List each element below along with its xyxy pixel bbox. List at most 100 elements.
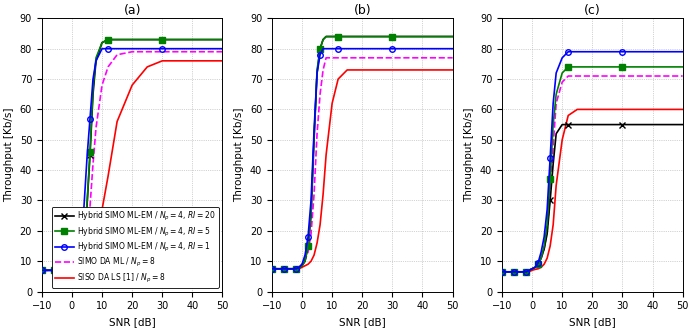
- SISO DA LS [1] / $N_p = 8$: [55, 268, 64, 272]
- Hybrid SIMO ML-EM / $N_p = 4$, $RI = 5$: [62, 268, 70, 272]
- SIMO DA ML / $N_p = 8$: [128, 50, 137, 54]
- SISO DA LS [1] / $N_p = 8$: [71, 267, 79, 271]
- SISO DA LS [1] / $N_p = 8$: [188, 59, 197, 63]
- Hybrid SIMO ML-EM / $N_p = 4$, $RI = 1$: [59, 268, 67, 272]
- Hybrid SIMO ML-EM / $N_p = 4$, $RI = 1$: [55, 268, 64, 272]
- SIMO DA ML / $N_p = 8$: [50, 268, 58, 272]
- Hybrid SIMO ML-EM / $N_p = 4$, $RI = 20$: [143, 38, 151, 42]
- SISO DA LS [1] / $N_p = 8$: [44, 268, 52, 272]
- Hybrid SIMO ML-EM / $N_p = 4$, $RI = 5$: [64, 268, 73, 272]
- Hybrid SIMO ML-EM / $N_p = 4$, $RI = 1$: [37, 268, 46, 272]
- SISO DA LS [1] / $N_p = 8$: [92, 235, 100, 239]
- Title: (a): (a): [123, 4, 141, 17]
- SISO DA LS [1] / $N_p = 8$: [46, 268, 55, 272]
- SISO DA LS [1] / $N_p = 8$: [53, 268, 61, 272]
- SIMO DA ML / $N_p = 8$: [59, 268, 67, 272]
- Hybrid SIMO ML-EM / $N_p = 4$, $RI = 5$: [50, 268, 58, 272]
- SIMO DA ML / $N_p = 8$: [104, 65, 112, 69]
- Hybrid SIMO ML-EM / $N_p = 4$, $RI = 20$: [46, 268, 55, 272]
- Hybrid SIMO ML-EM / $N_p = 4$, $RI = 20$: [62, 268, 70, 272]
- Hybrid SIMO ML-EM / $N_p = 4$, $RI = 5$: [59, 268, 67, 272]
- Hybrid SIMO ML-EM / $N_p = 4$, $RI = 5$: [53, 268, 61, 272]
- Hybrid SIMO ML-EM / $N_p = 4$, $RI = 1$: [50, 268, 58, 272]
- Hybrid SIMO ML-EM / $N_p = 4$, $RI = 5$: [80, 241, 88, 245]
- SISO DA LS [1] / $N_p = 8$: [77, 265, 85, 269]
- Hybrid SIMO ML-EM / $N_p = 4$, $RI = 5$: [37, 268, 46, 272]
- SIMO DA ML / $N_p = 8$: [92, 126, 100, 130]
- Hybrid SIMO ML-EM / $N_p = 4$, $RI = 20$: [89, 92, 97, 96]
- SIMO DA ML / $N_p = 8$: [46, 268, 55, 272]
- Hybrid SIMO ML-EM / $N_p = 4$, $RI = 20$: [98, 41, 106, 45]
- Line: Hybrid SIMO ML-EM / $N_p = 4$, $RI = 1$: Hybrid SIMO ML-EM / $N_p = 4$, $RI = 1$: [39, 46, 225, 273]
- Hybrid SIMO ML-EM / $N_p = 4$, $RI = 5$: [113, 38, 121, 42]
- SIMO DA ML / $N_p = 8$: [98, 83, 106, 87]
- SIMO DA ML / $N_p = 8$: [77, 256, 85, 260]
- SIMO DA ML / $N_p = 8$: [62, 268, 70, 272]
- SISO DA LS [1] / $N_p = 8$: [64, 268, 73, 272]
- Hybrid SIMO ML-EM / $N_p = 4$, $RI = 20$: [64, 268, 73, 272]
- SISO DA LS [1] / $N_p = 8$: [37, 268, 46, 272]
- Hybrid SIMO ML-EM / $N_p = 4$, $RI = 20$: [158, 38, 166, 42]
- Hybrid SIMO ML-EM / $N_p = 4$, $RI = 20$: [80, 241, 88, 245]
- SISO DA LS [1] / $N_p = 8$: [59, 268, 67, 272]
- SIMO DA ML / $N_p = 8$: [64, 268, 73, 272]
- Hybrid SIMO ML-EM / $N_p = 4$, $RI = 1$: [71, 265, 79, 269]
- SISO DA LS [1] / $N_p = 8$: [143, 65, 151, 69]
- SISO DA LS [1] / $N_p = 8$: [86, 256, 94, 260]
- Line: Hybrid SIMO ML-EM / $N_p = 4$, $RI = 20$: Hybrid SIMO ML-EM / $N_p = 4$, $RI = 20$: [39, 37, 225, 273]
- Hybrid SIMO ML-EM / $N_p = 4$, $RI = 1$: [89, 77, 97, 81]
- Hybrid SIMO ML-EM / $N_p = 4$, $RI = 1$: [218, 47, 227, 51]
- SIMO DA ML / $N_p = 8$: [41, 268, 49, 272]
- Hybrid SIMO ML-EM / $N_p = 4$, $RI = 20$: [77, 256, 85, 260]
- Hybrid SIMO ML-EM / $N_p = 4$, $RI = 5$: [89, 86, 97, 90]
- SISO DA LS [1] / $N_p = 8$: [89, 247, 97, 251]
- Hybrid SIMO ML-EM / $N_p = 4$, $RI = 1$: [188, 47, 197, 51]
- Hybrid SIMO ML-EM / $N_p = 4$, $RI = 5$: [218, 38, 227, 42]
- SIMO DA ML / $N_p = 8$: [80, 247, 88, 251]
- Y-axis label: Throughput [Kb/s]: Throughput [Kb/s]: [234, 108, 244, 202]
- Hybrid SIMO ML-EM / $N_p = 4$, $RI = 20$: [53, 268, 61, 272]
- X-axis label: SNR [dB]: SNR [dB]: [109, 317, 155, 327]
- Hybrid SIMO ML-EM / $N_p = 4$, $RI = 20$: [73, 262, 82, 266]
- Hybrid SIMO ML-EM / $N_p = 4$, $RI = 1$: [128, 47, 137, 51]
- Hybrid SIMO ML-EM / $N_p = 4$, $RI = 5$: [128, 38, 137, 42]
- Hybrid SIMO ML-EM / $N_p = 4$, $RI = 1$: [158, 47, 166, 51]
- Hybrid SIMO ML-EM / $N_p = 4$, $RI = 20$: [113, 38, 121, 42]
- Hybrid SIMO ML-EM / $N_p = 4$, $RI = 1$: [143, 47, 151, 51]
- Hybrid SIMO ML-EM / $N_p = 4$, $RI = 1$: [64, 268, 73, 272]
- Hybrid SIMO ML-EM / $N_p = 4$, $RI = 5$: [71, 265, 79, 269]
- Hybrid SIMO ML-EM / $N_p = 4$, $RI = 20$: [86, 153, 94, 157]
- SISO DA LS [1] / $N_p = 8$: [128, 83, 137, 87]
- Hybrid SIMO ML-EM / $N_p = 4$, $RI = 5$: [188, 38, 197, 42]
- SIMO DA ML / $N_p = 8$: [83, 229, 91, 233]
- Hybrid SIMO ML-EM / $N_p = 4$, $RI = 5$: [73, 262, 82, 266]
- SIMO DA ML / $N_p = 8$: [53, 268, 61, 272]
- SIMO DA ML / $N_p = 8$: [44, 268, 52, 272]
- Hybrid SIMO ML-EM / $N_p = 4$, $RI = 1$: [80, 205, 88, 209]
- Hybrid SIMO ML-EM / $N_p = 4$, $RI = 1$: [83, 156, 91, 160]
- Y-axis label: Throughput [Kb/s]: Throughput [Kb/s]: [464, 108, 474, 202]
- Hybrid SIMO ML-EM / $N_p = 4$, $RI = 5$: [86, 150, 94, 154]
- SISO DA LS [1] / $N_p = 8$: [83, 261, 91, 265]
- SIMO DA ML / $N_p = 8$: [86, 205, 94, 209]
- SISO DA LS [1] / $N_p = 8$: [73, 267, 82, 271]
- Hybrid SIMO ML-EM / $N_p = 4$, $RI = 1$: [41, 268, 49, 272]
- Hybrid SIMO ML-EM / $N_p = 4$, $RI = 1$: [104, 47, 112, 51]
- Title: (c): (c): [584, 4, 601, 17]
- SIMO DA ML / $N_p = 8$: [89, 162, 97, 166]
- Hybrid SIMO ML-EM / $N_p = 4$, $RI = 1$: [68, 267, 76, 271]
- Hybrid SIMO ML-EM / $N_p = 4$, $RI = 1$: [73, 261, 82, 265]
- Y-axis label: Throughput [Kb/s]: Throughput [Kb/s]: [4, 108, 14, 202]
- SIMO DA ML / $N_p = 8$: [158, 50, 166, 54]
- Hybrid SIMO ML-EM / $N_p = 4$, $RI = 1$: [86, 117, 94, 120]
- SIMO DA ML / $N_p = 8$: [55, 268, 64, 272]
- SISO DA LS [1] / $N_p = 8$: [50, 268, 58, 272]
- Hybrid SIMO ML-EM / $N_p = 4$, $RI = 20$: [55, 268, 64, 272]
- Hybrid SIMO ML-EM / $N_p = 4$, $RI = 20$: [83, 205, 91, 209]
- SISO DA LS [1] / $N_p = 8$: [68, 268, 76, 272]
- Hybrid SIMO ML-EM / $N_p = 4$, $RI = 20$: [68, 267, 76, 271]
- Hybrid SIMO ML-EM / $N_p = 4$, $RI = 1$: [62, 268, 70, 272]
- Hybrid SIMO ML-EM / $N_p = 4$, $RI = 1$: [113, 47, 121, 51]
- Hybrid SIMO ML-EM / $N_p = 4$, $RI = 1$: [46, 268, 55, 272]
- Hybrid SIMO ML-EM / $N_p = 4$, $RI = 20$: [59, 268, 67, 272]
